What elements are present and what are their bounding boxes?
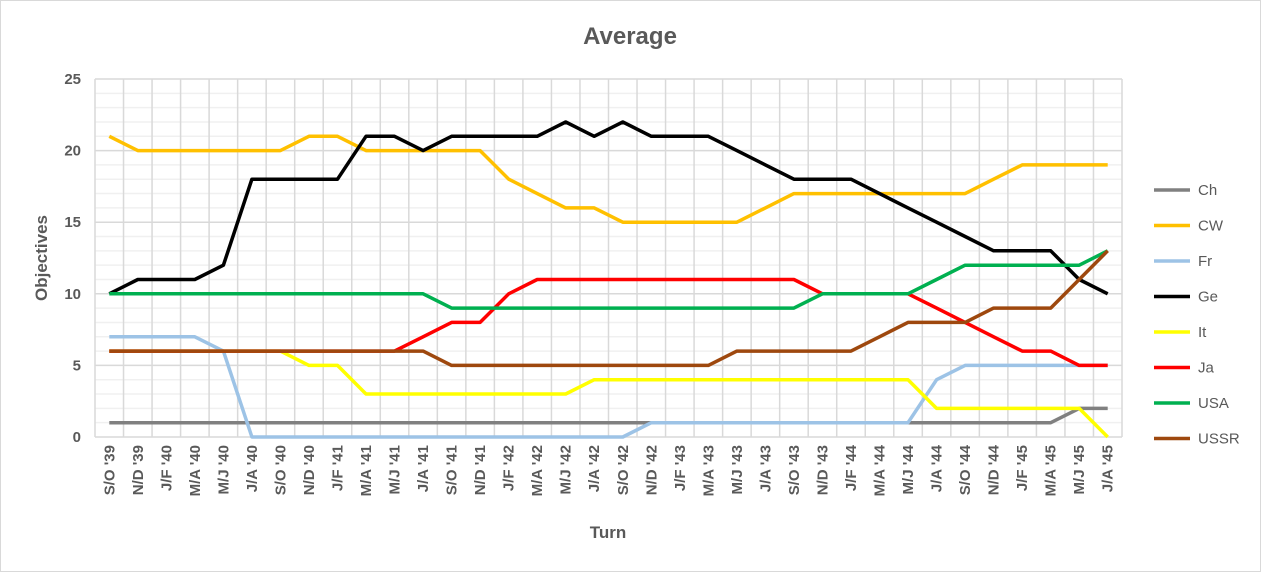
x-tick-label: S/O '44	[957, 444, 974, 495]
series-line-ge	[108, 120, 1109, 296]
y-axis-label: Objectives	[32, 215, 51, 301]
x-tick-label: S/O '42	[615, 445, 632, 495]
x-tick-label: M/A '44	[872, 444, 889, 496]
x-tick-label: M/A '41	[358, 445, 375, 496]
series-line-cw	[108, 134, 1108, 224]
y-tick-label: 5	[73, 357, 81, 374]
x-tick-label: M/J '42	[558, 445, 575, 494]
x-tick-label: N/D '42	[643, 445, 660, 495]
series-line-ussr	[109, 249, 1109, 368]
legend-label-ja: Ja	[1198, 360, 1215, 377]
x-tick-label: M/J '41	[387, 445, 404, 494]
x-tick-label: J/A '41	[415, 445, 432, 492]
x-tick-label: J/A '40	[244, 445, 261, 492]
legend-label-ge: Ge	[1198, 289, 1218, 306]
x-tick-label: M/J '45	[1071, 445, 1088, 494]
x-tick-label: S/O '41	[444, 445, 461, 495]
x-tick-label: J/A '42	[586, 445, 603, 492]
x-tick-label: N/D '44	[986, 444, 1003, 495]
series-line-ch	[109, 406, 1108, 425]
legend-label-usa: USA	[1198, 395, 1229, 412]
x-tick-label: J/A '44	[929, 444, 946, 492]
x-tick-label: J/A '45	[1100, 445, 1117, 492]
x-tick-label: N/D '40	[301, 445, 318, 495]
legend-label-fr: Fr	[1198, 253, 1212, 270]
x-tick-label: M/A '42	[529, 445, 546, 496]
x-tick-label: S/O '40	[272, 445, 289, 495]
x-tick-label: N/D '39	[130, 445, 147, 495]
x-tick-label: N/D '41	[472, 445, 489, 495]
x-tick-label: M/J '40	[215, 445, 232, 494]
x-axis-label: Turn	[590, 523, 627, 542]
x-tick-label: M/A '43	[700, 445, 717, 496]
x-tick-label: S/O '43	[786, 445, 803, 495]
legend-label-cw: CW	[1198, 218, 1224, 235]
legend-label-ch: Ch	[1198, 182, 1217, 199]
legend-label-ussr: USSR	[1198, 431, 1240, 448]
x-tick-label: J/A '43	[757, 445, 774, 492]
legend-label-it: It	[1198, 324, 1207, 341]
y-tick-label: 15	[64, 214, 81, 231]
x-tick-label: N/D '43	[814, 445, 831, 495]
x-tick-label: M/A '40	[187, 445, 204, 496]
x-tick-label: J/F '43	[672, 445, 689, 491]
y-tick-label: 20	[64, 143, 81, 160]
x-tick-label: J/F '42	[501, 445, 518, 491]
x-tick-label: J/F '40	[158, 445, 175, 491]
chart-title: Average	[583, 23, 677, 50]
x-tick-label: M/A '45	[1043, 445, 1060, 496]
y-tick-label: 0	[73, 429, 81, 446]
y-tick-label: 25	[64, 71, 81, 88]
x-tick-label: J/F '41	[329, 445, 346, 491]
x-tick-label: M/J '44	[900, 444, 917, 494]
series-line-fr	[109, 335, 1108, 439]
x-tick-label: S/O '39	[101, 445, 118, 495]
series-line-usa	[109, 249, 1109, 310]
x-tick-label: J/F '45	[1014, 445, 1031, 491]
x-tick-label: M/J '43	[729, 445, 746, 494]
y-tick-label: 10	[64, 286, 81, 303]
x-tick-label: J/F '44	[843, 444, 860, 491]
